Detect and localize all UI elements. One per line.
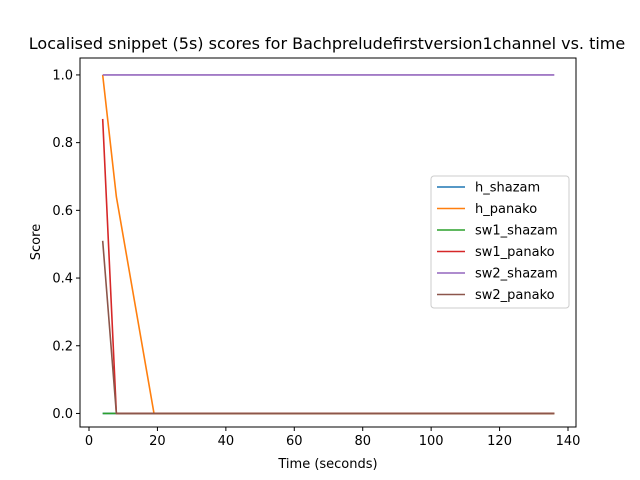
x-tick-label: 20 bbox=[149, 434, 166, 449]
x-tick-label: 80 bbox=[354, 434, 371, 449]
legend-label: h_panako bbox=[475, 202, 537, 217]
series-line-sw2-panako bbox=[101, 240, 555, 415]
y-tick-label: 1.0 bbox=[52, 68, 73, 83]
legend-label: sw2_shazam bbox=[475, 267, 558, 282]
y-axis-label: Score bbox=[29, 224, 44, 260]
x-tick-label: 0 bbox=[85, 434, 93, 449]
series-layer bbox=[101, 74, 555, 415]
legend-box bbox=[430, 175, 570, 309]
legend-label: sw1_shazam bbox=[475, 224, 558, 239]
x-tick-label: 120 bbox=[487, 434, 512, 449]
y-axis-ticks: 0.0 0.2 0.4 0.6 0.8 1.0 bbox=[52, 68, 80, 422]
legend: h_shazam h_panako sw1_shazam sw1_panako sw2_… bbox=[430, 175, 570, 309]
y-tick-label: 0.6 bbox=[52, 204, 73, 219]
legend-label: sw1_panako bbox=[475, 245, 555, 260]
x-tick-label: 60 bbox=[286, 434, 303, 449]
chart-title: Localised snippet (5s) scores for Bachpr… bbox=[29, 34, 625, 53]
x-tick-label: 40 bbox=[218, 434, 235, 449]
y-tick-label: 0.4 bbox=[52, 272, 73, 287]
x-axis-label: Time (seconds) bbox=[277, 457, 377, 472]
plot-frame bbox=[79, 57, 577, 428]
x-tick-label: 100 bbox=[419, 434, 444, 449]
y-tick-label: 0.0 bbox=[52, 407, 73, 422]
legend-label: sw2_panako bbox=[475, 288, 555, 303]
legend-label: h_shazam bbox=[475, 181, 540, 196]
y-tick-label: 0.2 bbox=[52, 339, 73, 354]
x-axis-ticks: 0 20 40 60 80 100 120 140 bbox=[85, 427, 581, 449]
x-tick-label: 140 bbox=[556, 434, 581, 449]
y-tick-label: 0.8 bbox=[52, 136, 73, 151]
